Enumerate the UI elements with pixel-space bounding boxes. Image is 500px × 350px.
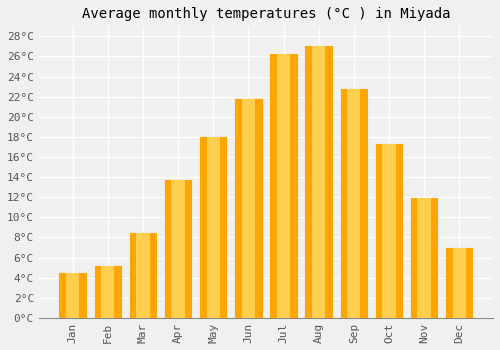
Bar <box>270 55 296 318</box>
Bar <box>206 137 220 318</box>
Bar <box>347 89 360 318</box>
Bar <box>130 233 156 318</box>
Bar <box>376 144 402 318</box>
Bar <box>306 47 332 318</box>
Bar <box>382 144 396 318</box>
Bar <box>446 247 472 318</box>
Bar <box>200 137 226 318</box>
Bar <box>136 233 149 318</box>
Bar <box>277 55 290 318</box>
Title: Average monthly temperatures (°C ) in Miyada: Average monthly temperatures (°C ) in Mi… <box>82 7 450 21</box>
Bar <box>452 247 466 318</box>
Bar <box>60 273 86 318</box>
Bar <box>165 180 191 318</box>
Bar <box>94 266 121 318</box>
Bar <box>418 198 430 318</box>
Bar <box>411 198 438 318</box>
Bar <box>340 89 367 318</box>
Bar <box>172 180 184 318</box>
Bar <box>66 273 79 318</box>
Bar <box>242 99 255 318</box>
Bar <box>312 47 325 318</box>
Bar <box>235 99 262 318</box>
Bar <box>101 266 114 318</box>
